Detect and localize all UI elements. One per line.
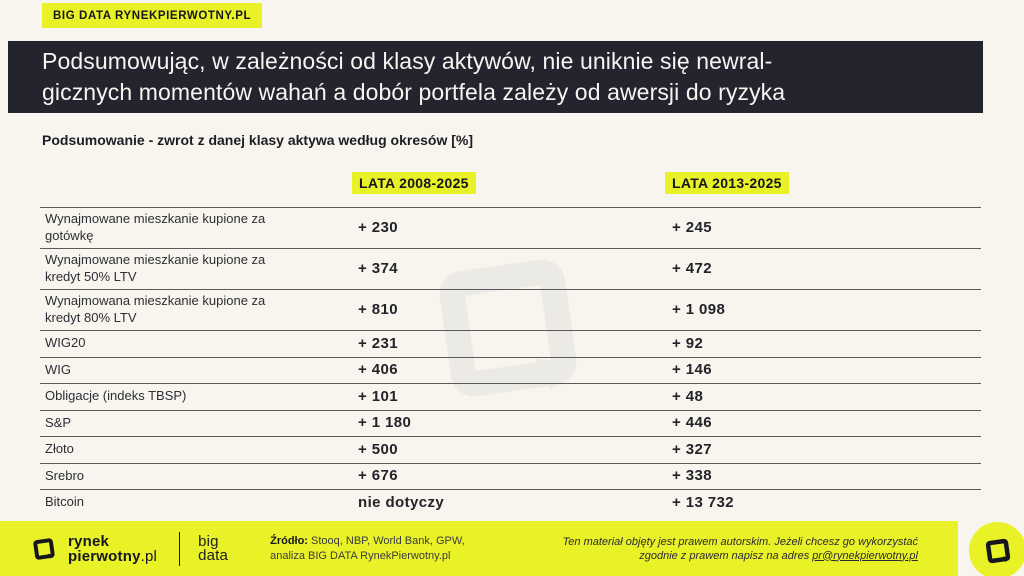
row-value-2008: + 406 <box>358 361 398 379</box>
returns-table: Wynajmowane mieszkanie kupione za gotówk… <box>40 207 981 516</box>
slide-title-line2: gicznych momentów wahań a dobór portfela… <box>42 79 786 105</box>
row-label: Srebro <box>45 467 85 483</box>
row-value-2013: + 92 <box>672 334 704 352</box>
slide-title: Podsumowując, w zależności od klasy akty… <box>8 41 983 113</box>
table-caption: Podsumowanie - zwrot z danej klasy aktyw… <box>42 132 473 148</box>
row-value-2013: + 327 <box>672 440 712 458</box>
table-row: WIG20 + 231 + 92 <box>40 330 981 357</box>
table-row: Złoto + 500 + 327 <box>40 436 981 463</box>
row-label: Bitcoin <box>45 494 85 510</box>
row-value-2008: + 1 180 <box>358 414 412 432</box>
copyright-line2: zgodnie z prawem napisz na adres <box>639 549 810 562</box>
cube-logo-icon <box>982 535 1014 567</box>
row-value-2008: nie dotyczy <box>358 493 445 511</box>
row-value-2013: + 472 <box>672 260 712 277</box>
footer-bar: rynek pierwotny.pl big data Źródło: Stoo… <box>0 521 958 576</box>
row-value-2013: + 245 <box>672 219 712 236</box>
corner-logo-badge <box>969 522 1024 576</box>
row-value-2013: + 338 <box>672 467 712 485</box>
table-row: Wynajmowana mieszkanie kupione za kredyt… <box>40 289 981 330</box>
brand-badge: BIG DATA RYNEKPIERWOTNY.PL <box>42 3 263 28</box>
row-label: Wynajmowane mieszkanie kupione za kredyt… <box>45 252 266 284</box>
row-value-2013: + 446 <box>672 414 712 432</box>
row-value-2008: + 101 <box>358 387 398 405</box>
table-row: Bitcoin nie dotyczy + 13 732 <box>40 489 981 516</box>
bigdata-line2: data <box>198 546 229 564</box>
row-value-2008: + 500 <box>358 440 398 458</box>
slide-title-line1: Podsumowując, w zależności od klasy akty… <box>42 48 773 74</box>
copyright-note: Ten materiał objęty jest prawem autorski… <box>563 535 918 563</box>
row-value-2008: + 676 <box>358 467 398 485</box>
row-value-2008: + 374 <box>358 260 398 277</box>
table-row: Wynajmowane mieszkanie kupione za gotówk… <box>40 207 981 248</box>
table-row: Srebro + 676 + 338 <box>40 462 981 490</box>
row-label: S&P <box>45 414 72 430</box>
source-line2: analiza BIG DATA RynekPierwotny.pl <box>270 549 451 562</box>
row-label: Obligacje (indeks TBSP) <box>45 388 187 404</box>
row-value-2013: + 1 098 <box>672 301 726 318</box>
row-value-2008: + 231 <box>358 334 398 352</box>
copyright-line1: Ten materiał objęty jest prawem autorski… <box>562 535 918 548</box>
column-header-2008-2025: LATA 2008-2025 <box>352 172 476 194</box>
row-value-2013: + 146 <box>672 361 712 379</box>
table-row: Wynajmowane mieszkanie kupione za kredyt… <box>40 248 981 289</box>
source-note: Źródło: Stooq, NBP, World Bank, GPW, ana… <box>270 534 465 564</box>
row-value-2013: + 13 732 <box>672 493 735 511</box>
table-row: WIG + 406 + 146 <box>40 356 981 384</box>
row-label: WIG20 <box>45 335 86 351</box>
table-row: Obligacje (indeks TBSP) + 101 + 48 <box>40 383 981 410</box>
contact-email-link[interactable]: pr@rynekpierwotny.pl <box>812 549 918 562</box>
cube-logo-icon <box>33 537 57 562</box>
row-value-2008: + 230 <box>358 219 398 236</box>
source-label: Źródło: <box>270 534 308 547</box>
rynekpierwotny-logo: rynek pierwotny.pl <box>30 534 157 564</box>
bigdata-line1: big <box>198 532 219 550</box>
row-label: WIG <box>45 361 71 377</box>
brand-name-line1: rynek <box>68 532 110 550</box>
row-value-2013: + 48 <box>672 387 704 405</box>
column-header-2013-2025: LATA 2013-2025 <box>665 172 789 194</box>
row-label: Wynajmowana mieszkanie kupione za kredyt… <box>45 293 266 325</box>
brand-badge-label: BIG DATA RYNEKPIERWOTNY.PL <box>53 9 252 22</box>
row-value-2008: + 810 <box>358 301 398 318</box>
row-label: Wynajmowane mieszkanie kupione za gotówk… <box>45 211 266 243</box>
source-line1: Stooq, NBP, World Bank, GPW, <box>307 534 465 547</box>
table-row: S&P + 1 180 + 446 <box>40 409 981 437</box>
brand-tld: .pl <box>140 547 158 565</box>
bigdata-logo: big data <box>198 532 229 564</box>
brand-name-line2: pierwotny <box>68 547 141 565</box>
row-label: Złoto <box>45 441 74 457</box>
footer-divider <box>179 531 181 566</box>
